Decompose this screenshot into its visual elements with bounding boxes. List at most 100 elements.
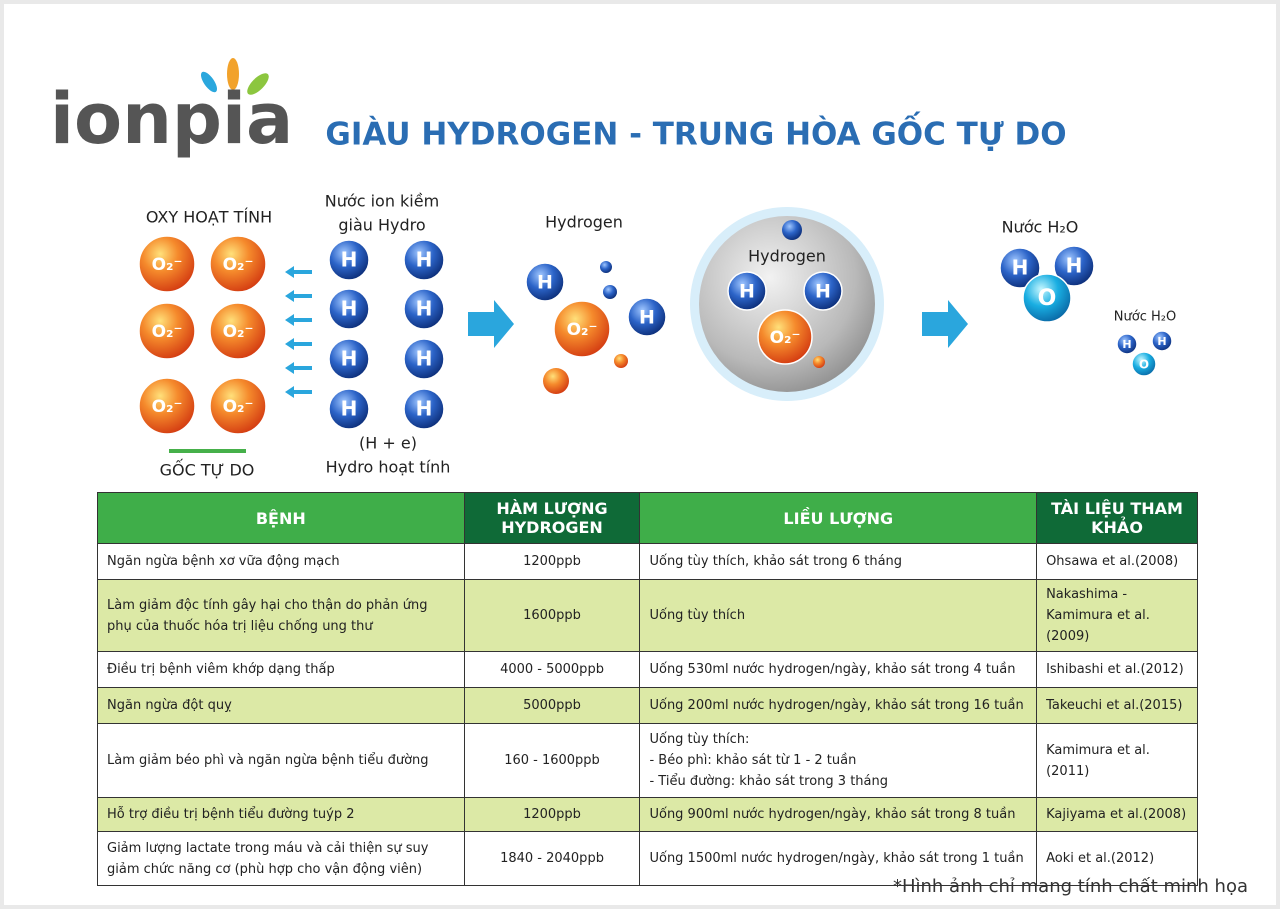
atom bbox=[403, 288, 445, 330]
label: Hydro hoạt tính bbox=[326, 458, 451, 477]
table-cell: Kamimura et al.(2011) bbox=[1036, 723, 1198, 798]
table-cell: 1600ppb bbox=[463, 579, 641, 652]
atom-label: O₂⁻ bbox=[152, 255, 183, 275]
atom bbox=[727, 271, 767, 311]
atom bbox=[209, 302, 267, 360]
atom bbox=[999, 247, 1041, 289]
small-arrow bbox=[285, 362, 312, 374]
atom bbox=[328, 288, 370, 330]
title: GIÀU HYDROGEN - TRUNG HÒA GỐC TỰ DO bbox=[325, 112, 1066, 153]
table-cell: Uống 530ml nước hydrogen/ngày, khảo sát … bbox=[639, 651, 1038, 688]
atom bbox=[209, 235, 267, 293]
table-cell: Ngăn ngừa đột quỵ bbox=[97, 687, 465, 724]
table-cell: Uống tùy thích bbox=[639, 579, 1038, 652]
particle bbox=[603, 285, 617, 299]
atom bbox=[553, 300, 611, 358]
atom bbox=[1151, 330, 1173, 352]
atom bbox=[803, 271, 843, 311]
table-cell: Hỗ trợ điều trị bệnh tiểu đường tuýp 2 bbox=[97, 797, 465, 832]
atom bbox=[138, 235, 196, 293]
atom-label: O bbox=[1139, 358, 1149, 372]
table-cell: Giảm lượng lactate trong máu và cải thiệ… bbox=[97, 831, 465, 886]
small-arrow bbox=[285, 290, 312, 302]
small-arrow bbox=[285, 386, 312, 398]
arrow bbox=[468, 300, 514, 348]
particle bbox=[600, 261, 612, 273]
atom-label: O₂⁻ bbox=[152, 322, 183, 342]
label: Hydrogen bbox=[748, 247, 826, 266]
logo-petal bbox=[247, 73, 269, 95]
atom-label: H bbox=[1122, 338, 1131, 351]
table-cell: Uống 1500ml nước hydrogen/ngày, khảo sát… bbox=[639, 831, 1038, 886]
atom-label: H bbox=[537, 272, 553, 294]
atom-label: H bbox=[341, 248, 358, 272]
atom bbox=[209, 377, 267, 435]
atom bbox=[403, 338, 445, 380]
table-cell: Ohsawa et al.(2008) bbox=[1036, 543, 1198, 580]
table-cell: 4000 - 5000ppb bbox=[463, 651, 641, 688]
table-cell: 1200ppb bbox=[463, 543, 641, 580]
label: (H + e) bbox=[359, 434, 417, 453]
table-cell: Uống 900ml nước hydrogen/ngày, khảo sát … bbox=[639, 797, 1038, 832]
small-arrow bbox=[285, 314, 312, 326]
labels: OXY HOẠT TÍNH GỐC TỰ DO Nước ion kiềm gi… bbox=[146, 192, 1176, 480]
table-cell: 1200ppb bbox=[463, 797, 641, 832]
illustration: ionpia GIÀU HYDROGEN - TRUNG HÒA GỐC TỰ … bbox=[50, 58, 1176, 480]
atom bbox=[627, 297, 667, 337]
particle bbox=[782, 220, 802, 240]
table-row: Giảm lượng lactate trong máu và cải thiệ… bbox=[97, 831, 1198, 886]
label: Nước ion kiềm bbox=[325, 192, 439, 211]
table-cell: 160 - 1600ppb bbox=[463, 723, 641, 798]
atom bbox=[1022, 273, 1072, 323]
atom-label: H bbox=[341, 397, 358, 421]
header-cell: TÀI LIỆU THAM KHẢO bbox=[1036, 492, 1198, 544]
table-cell: 1840 - 2040ppb bbox=[463, 831, 641, 886]
atom-label: O₂⁻ bbox=[567, 320, 598, 340]
atom-label: H bbox=[1066, 254, 1083, 278]
particle bbox=[813, 356, 825, 368]
table: BỆNH HÀM LƯỢNG HYDROGEN LIỀU LƯỢNG TÀI LIỆU… bbox=[97, 492, 1198, 886]
table-cell: Uống tùy thích, khảo sát trong 6 tháng bbox=[639, 543, 1038, 580]
atom-label: O₂⁻ bbox=[223, 255, 254, 275]
atom-label: H bbox=[1012, 256, 1029, 280]
reaction-sphere bbox=[699, 216, 875, 392]
label: GỐC TỰ DO bbox=[160, 459, 255, 480]
table-row: Ngăn ngừa đột quỵ 5000ppb Uống 200ml nước … bbox=[97, 687, 1198, 724]
atom-label: H bbox=[416, 347, 433, 371]
atom bbox=[525, 262, 565, 302]
atom-label: O₂⁻ bbox=[770, 328, 801, 348]
atom bbox=[138, 302, 196, 360]
table-row: Ngăn ngừa bệnh xơ vữa động mạch 1200ppb Uố… bbox=[97, 543, 1198, 580]
brand: ionpia bbox=[50, 78, 293, 160]
atom bbox=[757, 309, 813, 365]
atom bbox=[138, 377, 196, 435]
label: Nước H₂O bbox=[1002, 218, 1079, 237]
table-cell: Làm giảm độc tính gây hại cho thận do ph… bbox=[97, 579, 465, 652]
header-cell: HÀM LƯỢNG HYDROGEN bbox=[463, 492, 641, 544]
table-cell: Uống 200ml nước hydrogen/ngày, khảo sát … bbox=[639, 687, 1038, 724]
label: Nước H₂O bbox=[1114, 310, 1176, 325]
atom-label: H bbox=[341, 297, 358, 321]
table-body: Ngăn ngừa bệnh xơ vữa động mạch 1200ppb Uố… bbox=[97, 543, 1198, 886]
header-cell: BỆNH bbox=[97, 492, 465, 544]
label: Hydrogen bbox=[545, 213, 623, 232]
header-row: BỆNH HÀM LƯỢNG HYDROGEN LIỀU LƯỢNG TÀI LIỆU… bbox=[97, 492, 1198, 544]
header-cell: LIỀU LƯỢNG bbox=[639, 492, 1038, 544]
table-row: Làm giảm độc tính gây hại cho thận do ph… bbox=[97, 579, 1198, 652]
table-row: Làm giảm béo phì và ngăn ngừa bệnh tiểu … bbox=[97, 723, 1198, 798]
footnote: *Hình ảnh chỉ mang tính chất minh họa bbox=[892, 876, 1248, 897]
atom bbox=[1131, 351, 1157, 377]
atom bbox=[1053, 245, 1095, 287]
table-cell: Takeuchi et al.(2015) bbox=[1036, 687, 1198, 724]
label: giàu Hydro bbox=[338, 216, 425, 235]
small-arrow bbox=[285, 266, 312, 278]
atom-label: H bbox=[416, 297, 433, 321]
atom-label: H bbox=[639, 307, 655, 329]
logo: ionpia bbox=[50, 58, 293, 160]
table-cell: Ishibashi et al.(2012) bbox=[1036, 651, 1198, 688]
atom-label: O₂⁻ bbox=[223, 322, 254, 342]
particle bbox=[543, 368, 569, 394]
arrow bbox=[922, 300, 968, 348]
table-cell: Kajiyama et al.(2008) bbox=[1036, 797, 1198, 832]
